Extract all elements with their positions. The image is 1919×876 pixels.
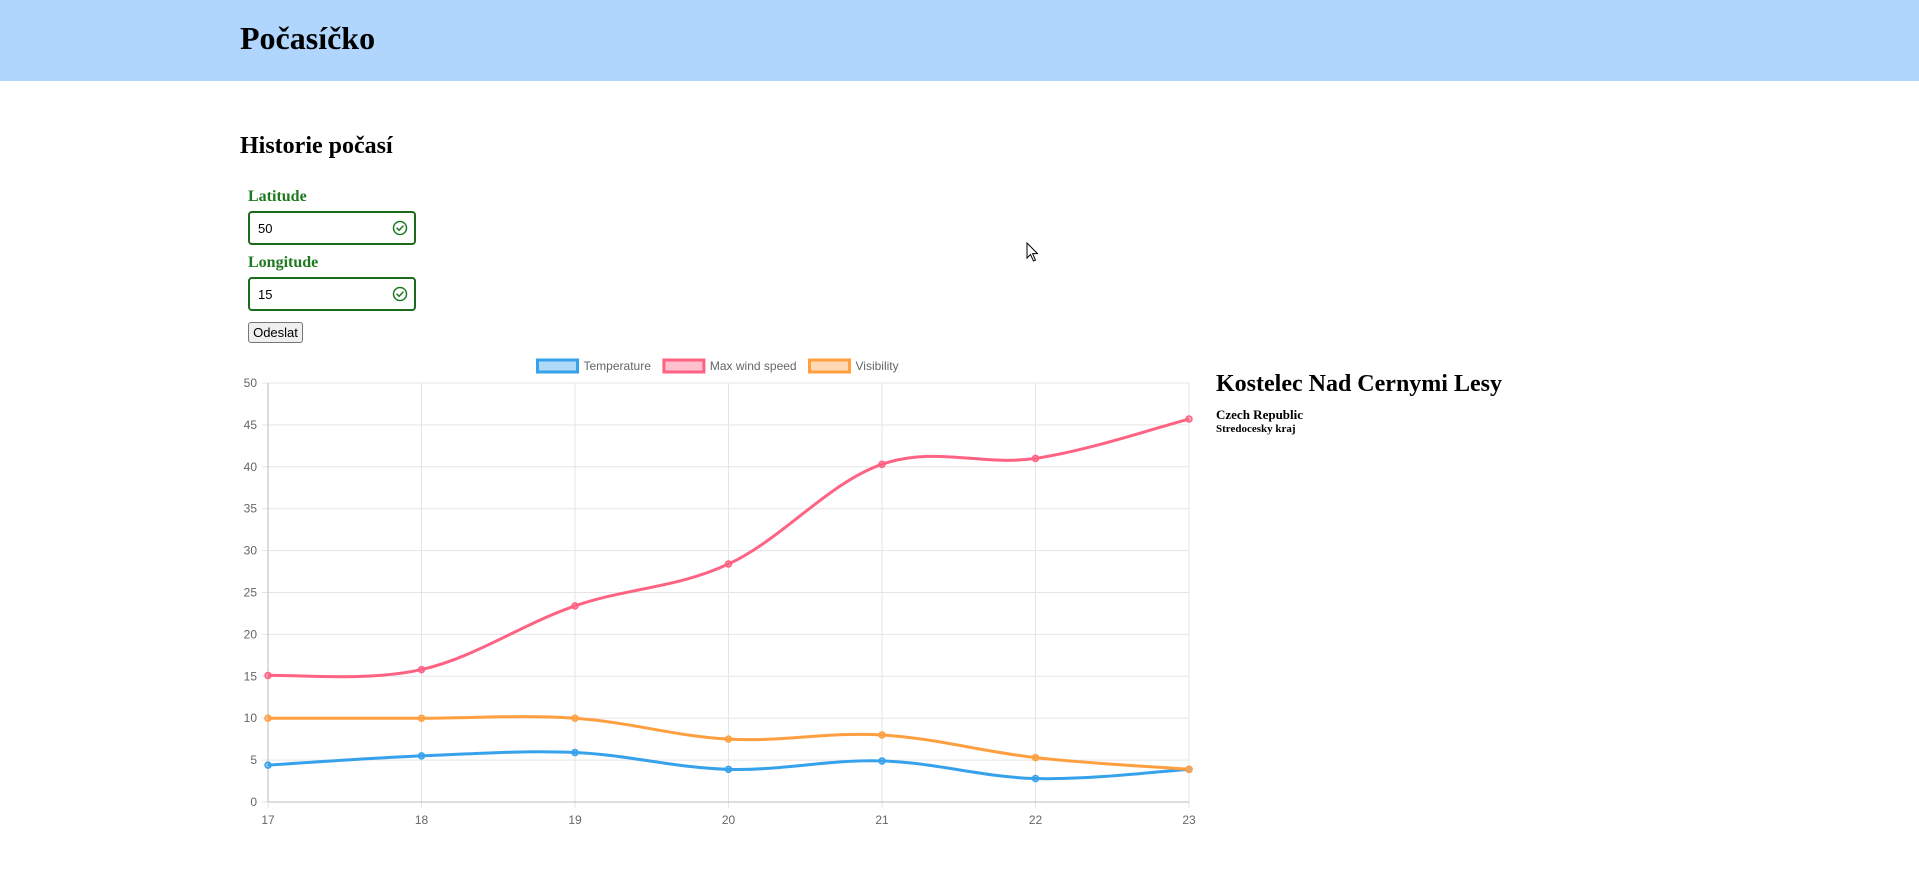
x-tick-label: 20 [722, 813, 736, 827]
y-tick-label: 30 [244, 544, 258, 558]
data-point-temperature [724, 765, 733, 774]
latitude-label: Latitude [248, 188, 307, 205]
data-point-temperature [878, 757, 886, 765]
location-name: Kostelec Nad Cernymi Lesy [1216, 371, 1502, 397]
y-tick-label: 45 [244, 418, 258, 432]
data-point-temperature [571, 748, 579, 757]
check-circle-icon [392, 220, 408, 236]
data-point-max-wind-speed [1185, 415, 1193, 423]
legend-label-max-wind-speed: Max wind speed [710, 359, 797, 373]
latitude-input[interactable] [258, 219, 388, 237]
data-point-max-wind-speed [878, 460, 886, 469]
data-point-visibility [571, 714, 579, 722]
y-tick-label: 5 [250, 753, 257, 767]
legend-swatch-visibility [808, 358, 851, 374]
data-point-max-wind-speed [1031, 454, 1040, 463]
location-region: Stredocesky kraj [1216, 423, 1296, 435]
data-point-temperature [417, 752, 426, 760]
page-heading: Historie počasí [240, 133, 393, 159]
mouse-cursor-icon [1026, 242, 1039, 262]
data-point-max-wind-speed [571, 602, 579, 610]
x-tick-label: 22 [1029, 813, 1043, 827]
data-point-visibility [878, 731, 886, 739]
data-point-visibility [1185, 765, 1193, 774]
check-circle-icon [392, 286, 408, 302]
header-bar: Počasíčko [0, 0, 1919, 81]
data-point-visibility [264, 714, 272, 722]
legend-label-temperature: Temperature [584, 359, 652, 373]
data-point-max-wind-speed [724, 560, 733, 568]
data-point-visibility [724, 735, 733, 743]
legend-swatch-temperature [536, 358, 579, 374]
x-tick-label: 23 [1182, 813, 1196, 827]
y-tick-label: 0 [250, 795, 257, 809]
data-point-max-wind-speed [417, 665, 426, 674]
data-point-temperature [1031, 774, 1040, 783]
longitude-input[interactable] [258, 285, 388, 303]
legend-label-visibility: Visibility [856, 359, 899, 373]
legend-swatch-max-wind-speed [662, 358, 706, 374]
y-tick-label: 15 [244, 669, 258, 683]
data-point-max-wind-speed [264, 671, 272, 680]
submit-button[interactable]: Odeslat [248, 322, 303, 343]
x-tick-label: 18 [415, 813, 429, 827]
y-tick-label: 50 [244, 376, 258, 390]
longitude-field-box [248, 277, 416, 311]
data-point-visibility [1031, 753, 1040, 762]
x-tick-label: 21 [875, 813, 889, 827]
longitude-label: Longitude [248, 254, 319, 271]
y-tick-label: 10 [244, 711, 258, 725]
data-point-visibility [417, 714, 426, 722]
data-point-temperature [264, 761, 272, 769]
latitude-field-box [248, 211, 416, 245]
location-country: Czech Republic [1216, 407, 1304, 422]
y-tick-label: 40 [244, 460, 258, 474]
y-tick-label: 20 [244, 627, 258, 641]
x-tick-label: 17 [261, 813, 275, 827]
x-tick-label: 19 [568, 813, 582, 827]
y-tick-label: 35 [244, 502, 258, 516]
y-tick-label: 25 [244, 586, 258, 600]
app-title: Počasíčko [240, 20, 376, 56]
